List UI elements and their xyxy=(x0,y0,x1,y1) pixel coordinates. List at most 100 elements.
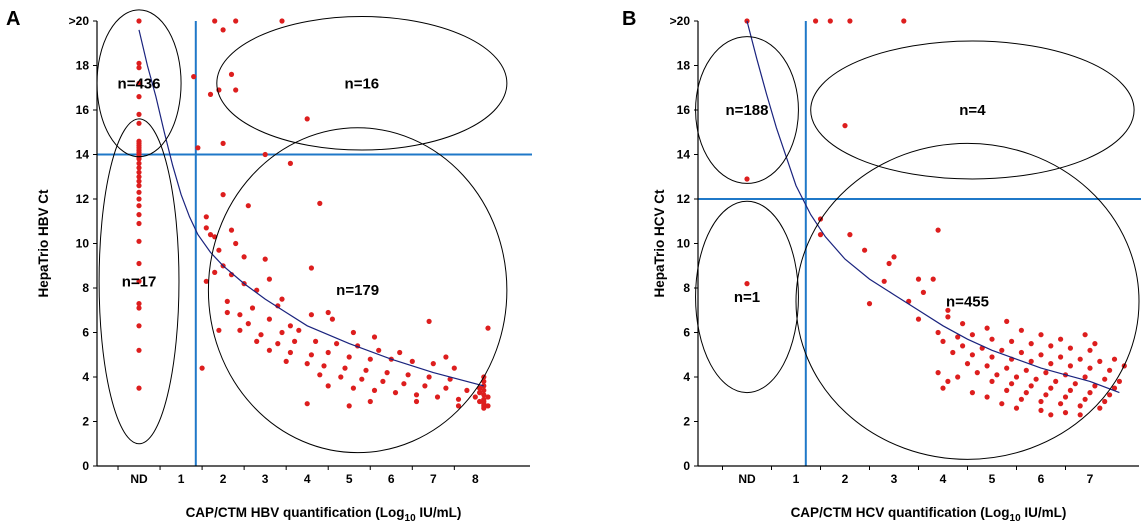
y-tick-label: 14 xyxy=(76,148,90,162)
data-point xyxy=(960,321,966,327)
region-label: n=455 xyxy=(946,293,989,310)
data-point xyxy=(935,329,941,336)
data-point xyxy=(258,332,264,338)
data-point xyxy=(1048,343,1054,349)
data-point xyxy=(359,376,365,382)
data-point xyxy=(1058,354,1064,360)
data-point xyxy=(136,183,142,189)
y-tick-label: 16 xyxy=(677,103,691,117)
data-point xyxy=(1018,396,1024,402)
data-point xyxy=(262,256,268,262)
data-point xyxy=(413,392,420,398)
data-point xyxy=(342,365,348,371)
data-point xyxy=(346,403,352,409)
data-point xyxy=(199,365,205,371)
data-point xyxy=(1028,383,1034,389)
data-point xyxy=(1038,398,1044,405)
data-point xyxy=(451,365,457,371)
data-point xyxy=(426,374,432,380)
data-point xyxy=(485,325,491,331)
region-label: n=1 xyxy=(734,289,760,306)
region-label: n=436 xyxy=(118,75,161,92)
data-point xyxy=(481,405,487,411)
data-point xyxy=(1013,374,1020,380)
data-point xyxy=(1082,396,1088,402)
y-tick-label: 10 xyxy=(76,237,90,251)
y-tick-label: >20 xyxy=(69,14,90,28)
x-tick-label: ND xyxy=(130,472,148,486)
region-label: n=179 xyxy=(336,282,379,299)
data-point xyxy=(136,305,142,311)
data-point xyxy=(228,227,235,233)
y-tick-label: 14 xyxy=(677,148,691,162)
x-tick-label: 7 xyxy=(430,472,437,486)
data-point xyxy=(245,321,251,327)
data-point xyxy=(224,298,230,304)
data-point xyxy=(279,329,285,336)
data-point xyxy=(304,401,310,407)
y-tick-label: 12 xyxy=(677,192,691,206)
data-point xyxy=(317,372,323,378)
data-point xyxy=(1111,356,1118,362)
panel-letter: A xyxy=(6,8,20,30)
data-point xyxy=(228,71,235,77)
data-point xyxy=(881,278,887,284)
data-point xyxy=(443,354,449,360)
data-point xyxy=(136,323,142,329)
data-point xyxy=(1023,367,1029,373)
data-point xyxy=(1077,403,1083,409)
region-ellipse xyxy=(695,200,799,394)
data-point xyxy=(325,309,331,316)
data-point xyxy=(1023,390,1029,396)
data-point xyxy=(999,347,1005,353)
data-point xyxy=(464,387,470,393)
data-point xyxy=(136,178,142,184)
x-tick-label: 8 xyxy=(472,472,479,486)
data-point xyxy=(901,18,907,24)
data-point xyxy=(220,192,226,198)
data-point xyxy=(989,354,995,360)
data-point xyxy=(886,260,892,267)
x-tick-label: 1 xyxy=(793,472,800,486)
x-tick-label: 3 xyxy=(891,472,898,486)
data-point xyxy=(325,383,331,389)
data-point xyxy=(1038,352,1044,358)
data-point xyxy=(266,276,272,282)
x-axis-title: CAP/CTM HCV quantification (Log10 IU/mL) xyxy=(791,505,1067,524)
data-point xyxy=(136,80,142,86)
data-point xyxy=(1087,347,1093,353)
data-point xyxy=(136,238,142,244)
data-point xyxy=(1092,383,1098,389)
data-point xyxy=(1028,358,1034,364)
data-point xyxy=(989,378,995,384)
data-point xyxy=(392,390,399,396)
data-point xyxy=(1062,410,1069,416)
data-point xyxy=(325,349,331,356)
data-point xyxy=(304,361,310,367)
fit-curve xyxy=(138,29,484,387)
data-point xyxy=(935,370,941,376)
data-point xyxy=(1097,405,1103,411)
data-point xyxy=(1048,385,1054,391)
data-point xyxy=(329,316,335,322)
data-point xyxy=(455,396,462,402)
x-axis-title-end: IU/mL) xyxy=(1021,505,1067,520)
data-point xyxy=(279,296,285,302)
data-point xyxy=(350,329,356,336)
data-point xyxy=(817,232,824,238)
y-tick-label: 18 xyxy=(76,59,90,73)
data-point xyxy=(477,398,483,405)
data-point xyxy=(1092,341,1098,347)
data-point xyxy=(891,254,897,260)
data-point xyxy=(279,18,285,24)
y-tick-label: 6 xyxy=(82,326,89,340)
data-point xyxy=(212,269,218,275)
data-point xyxy=(195,145,201,151)
data-point xyxy=(308,352,314,358)
panel-letter: B xyxy=(622,8,636,30)
y-axis-title: HepaTrio HCV Ct xyxy=(652,189,667,298)
data-point xyxy=(472,394,478,400)
x-tick-label: 3 xyxy=(262,472,269,486)
data-point xyxy=(984,394,990,400)
data-point xyxy=(430,361,436,367)
